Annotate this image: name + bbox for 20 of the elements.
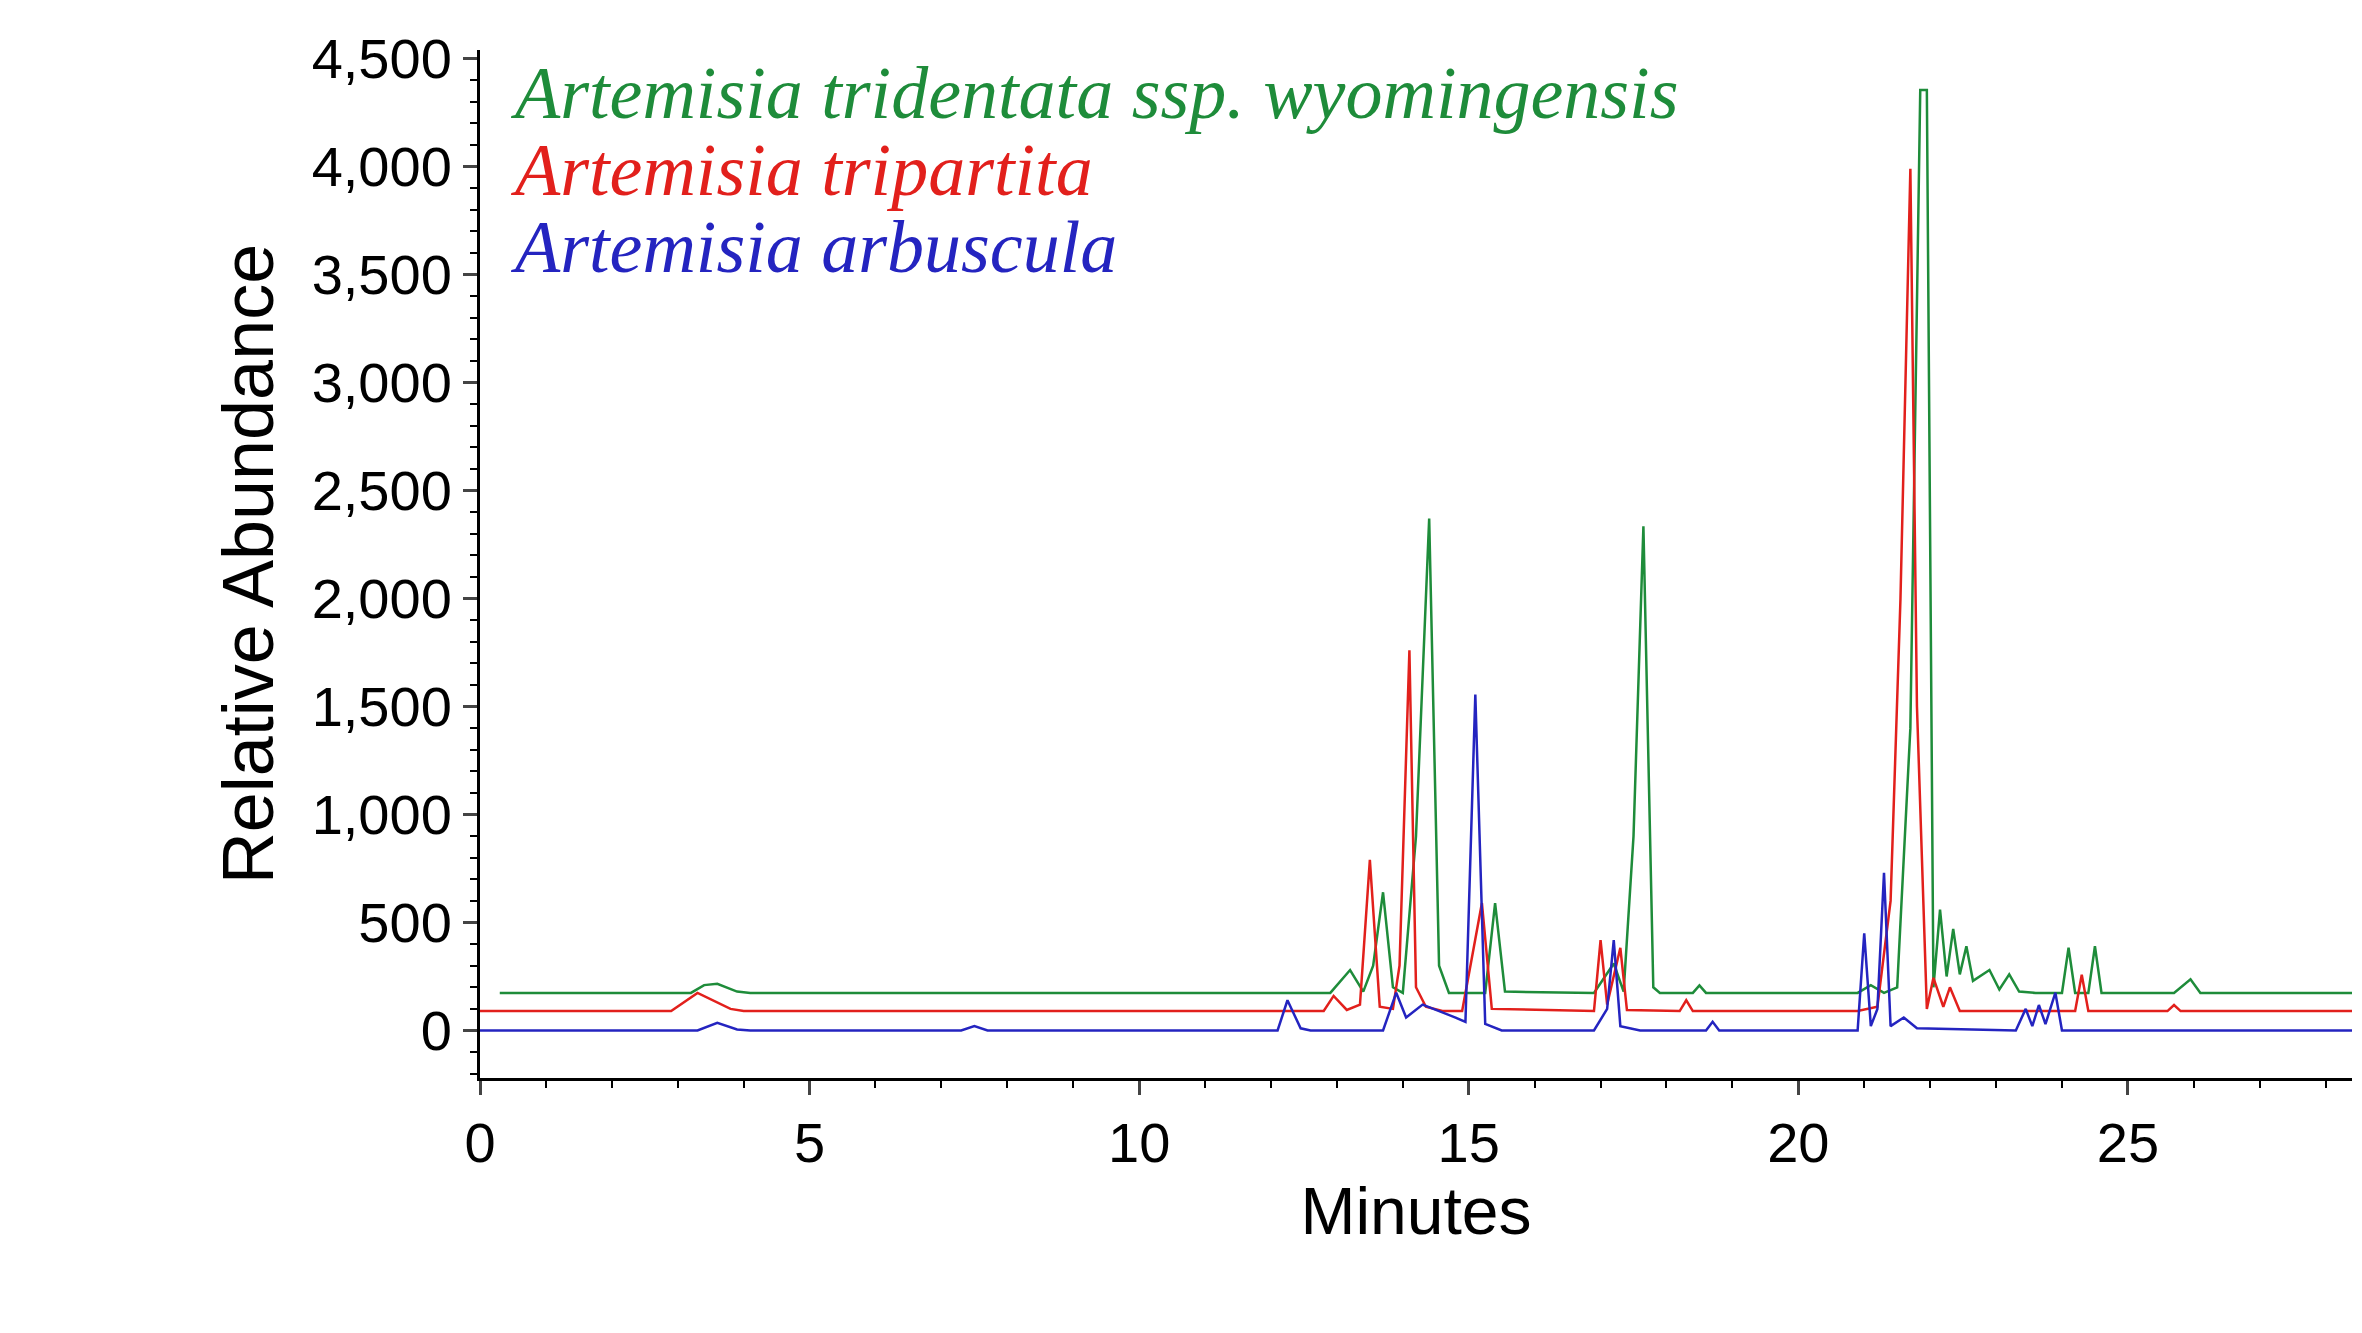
x-tick-label: 20 [1767, 1111, 1830, 1175]
x-axis-title: Minutes [1300, 1174, 1532, 1249]
y-tick-label: 3,000 [311, 351, 452, 415]
x-tick-label: 5 [794, 1111, 826, 1175]
y-tick-label: 3,500 [311, 243, 452, 307]
y-tick-label: 1,000 [311, 783, 452, 847]
x-tick-label: 0 [464, 1111, 496, 1175]
y-axis-title: Relative Abundance [207, 243, 288, 885]
x-tick-label: 15 [1437, 1111, 1500, 1175]
x-tick-label: 25 [2096, 1111, 2160, 1175]
y-tick-label: 500 [358, 891, 452, 955]
y-tick-label: 4,500 [311, 27, 452, 91]
y-tick-label: 1,500 [311, 675, 452, 739]
y-tick-label: 0 [420, 999, 452, 1063]
x-tick-label: 10 [1108, 1111, 1171, 1175]
y-tick-label: 2,000 [311, 567, 452, 631]
text: Artemisia tridentata ssp. wyomingensis [510, 52, 1679, 134]
y-tick-label: 2,500 [311, 459, 452, 523]
line-series [480, 693, 2352, 1032]
y-tick-label: 4,000 [311, 135, 452, 199]
